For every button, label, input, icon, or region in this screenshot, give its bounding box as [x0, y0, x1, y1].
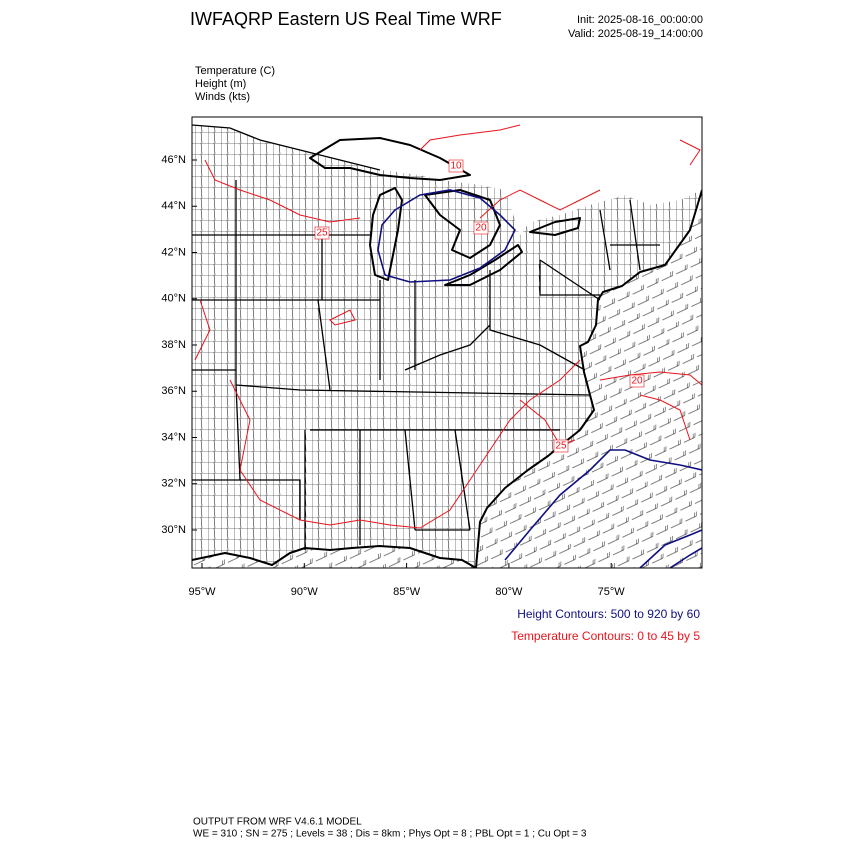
atlantic: [476, 190, 702, 568]
lake-erie: [444, 244, 523, 286]
height-contour: [639, 529, 702, 568]
legend: Temperature (C)Height (m)Winds (kts): [195, 65, 275, 103]
coastline: [192, 545, 477, 568]
border: [192, 124, 381, 171]
footer-line: WE = 310 ; SN = 275 ; Levels = 38 ; Dis …: [193, 829, 587, 840]
contour-label: 20: [475, 223, 487, 234]
init-time: Init: 2025-08-16_00:00:00: [577, 14, 703, 26]
lat-label: 38°N: [161, 339, 186, 351]
lon-label: 90°W: [291, 586, 319, 598]
lon-label: 85°W: [393, 586, 421, 598]
lake-ontario: [529, 217, 581, 236]
coastline: [475, 189, 702, 568]
contour-label-box: [473, 221, 489, 235]
contour-label-box: [629, 374, 645, 388]
lon-label: 80°W: [495, 586, 523, 598]
contour-label-box: [314, 226, 330, 240]
lake-superior: [309, 137, 471, 181]
title: IWFAQRP Eastern US Real Time WRF: [190, 9, 502, 29]
contour-label: 25: [316, 228, 328, 239]
map-frame: [191, 116, 703, 569]
contour-label-box: [448, 159, 464, 173]
lat-label: 44°N: [161, 200, 186, 212]
lon-labels: 95°W 90°W 85°W 80°W 75°W: [188, 563, 625, 598]
contour-label: 20: [631, 376, 643, 387]
footer-line: OUTPUT FROM WRF V4.6.1 MODEL: [193, 817, 362, 828]
lake-huron: [424, 189, 501, 259]
lat-label: 34°N: [161, 431, 186, 443]
temperature-contour-info: Temperature Contours: 0 to 45 by 5: [511, 629, 700, 643]
legend-item: Height (m): [195, 78, 246, 90]
lat-label: 46°N: [161, 154, 186, 166]
contour-labels: 10 20 25 20 25: [314, 159, 645, 453]
legend-item: Temperature (C): [195, 65, 275, 77]
state-lines: [192, 180, 660, 550]
lat-label: 32°N: [161, 478, 186, 490]
lat-labels: 46°N 44°N 42°N 40°N 38°N 36°N 34°N 32°N 30°N: [161, 154, 197, 536]
lake-michigan: [369, 187, 403, 281]
contour-label-box: [553, 439, 569, 453]
canada: [192, 117, 702, 235]
lat-label: 42°N: [161, 246, 186, 258]
temperature-contours: [194, 124, 702, 529]
contour-label: 25: [555, 441, 567, 452]
contour-label: 10: [450, 161, 462, 172]
lon-label: 95°W: [188, 586, 216, 598]
height-contour: [377, 189, 516, 283]
height-contour-info: Height Contours: 500 to 920 by 60: [517, 607, 700, 621]
legend-item: Winds (kts): [195, 91, 250, 103]
height-contour: [504, 449, 702, 561]
lat-label: 30°N: [161, 524, 186, 536]
lon-label: 75°W: [598, 586, 626, 598]
lat-label: 40°N: [161, 293, 186, 305]
valid-time: Valid: 2025-08-19_14:00:00: [568, 28, 703, 40]
map: 10 20 25 20 25: [192, 117, 702, 568]
lat-label: 36°N: [161, 385, 186, 397]
